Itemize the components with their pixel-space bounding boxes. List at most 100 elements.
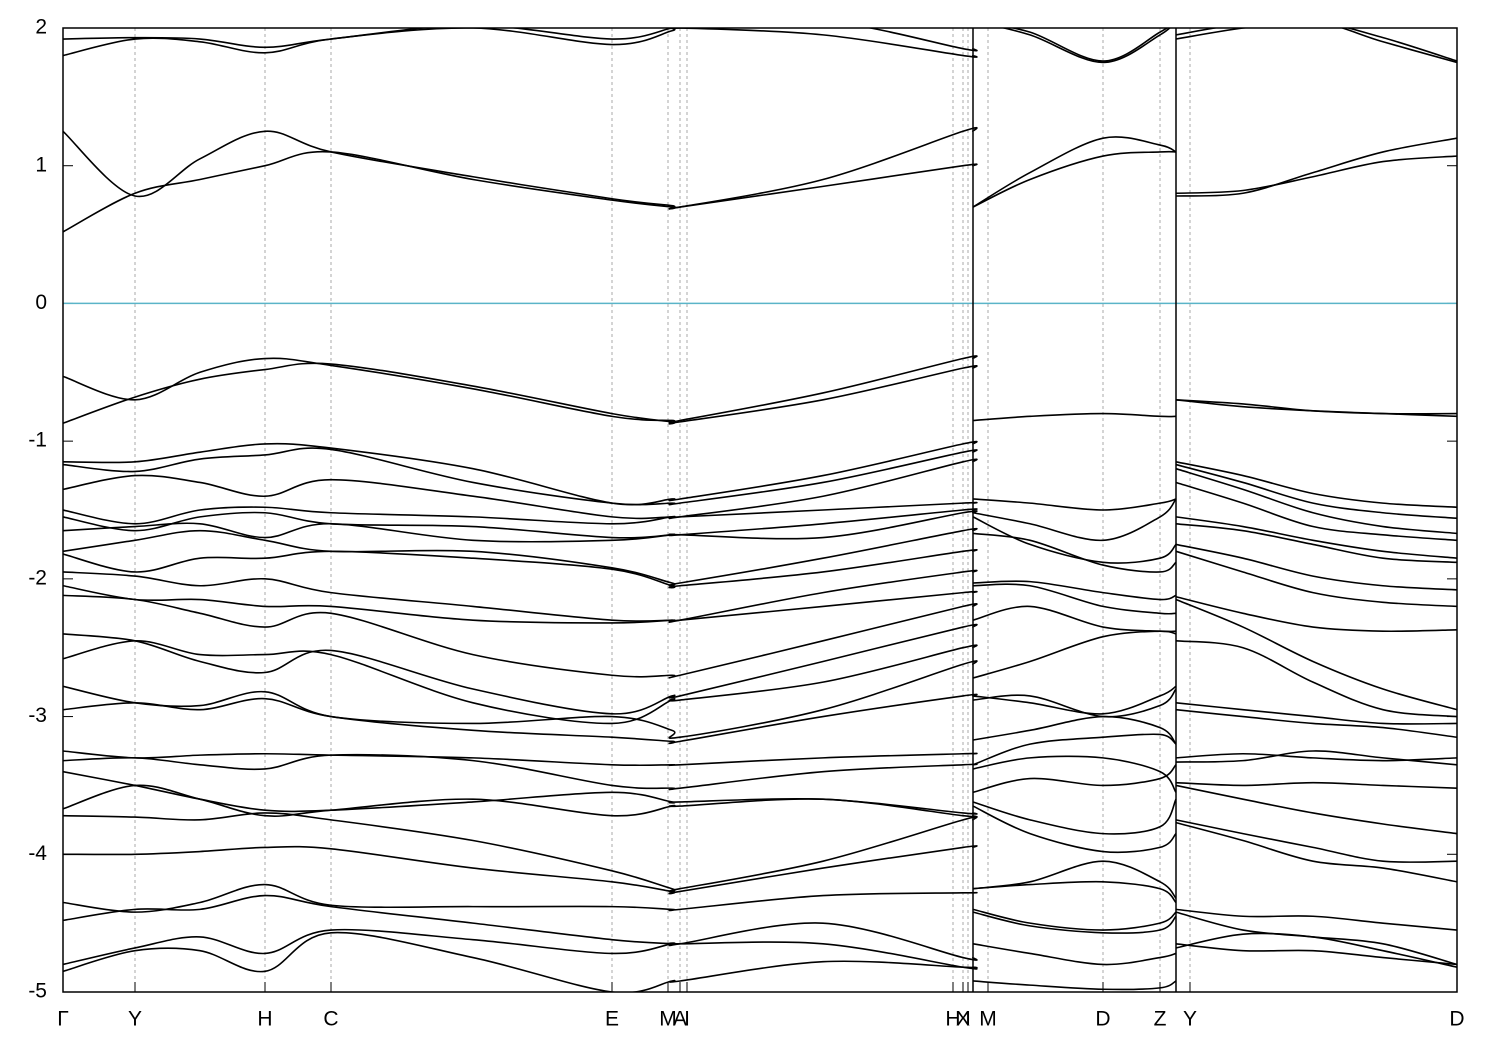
band — [1175, 461, 1457, 509]
band — [1175, 943, 1457, 966]
band — [1175, 932, 1457, 968]
band — [1175, 28, 1457, 64]
band — [1175, 784, 1457, 835]
band — [972, 715, 1177, 745]
band-layer — [63, 28, 1457, 992]
band — [1175, 28, 1457, 62]
band — [1175, 819, 1457, 863]
y-tick-label: 2 — [35, 16, 47, 39]
band — [63, 126, 978, 210]
x-tick-label: A — [673, 1008, 687, 1031]
band — [1175, 821, 1457, 883]
y-tick-label: 1 — [35, 153, 47, 176]
x-tick-label: M — [979, 1008, 997, 1031]
band — [1175, 752, 1457, 762]
band — [63, 501, 978, 525]
x-tick-label: Y — [1183, 1008, 1197, 1031]
band — [1175, 640, 1457, 718]
band — [63, 510, 978, 543]
band — [63, 584, 978, 624]
band — [972, 685, 1177, 715]
band — [63, 623, 978, 715]
band — [1175, 781, 1457, 789]
x-tick-label: D — [1449, 1008, 1464, 1031]
band — [63, 770, 978, 815]
band — [63, 928, 978, 970]
y-tick-label: -5 — [28, 980, 47, 1003]
band — [63, 355, 978, 424]
y-tick-label: -3 — [28, 704, 47, 727]
band — [972, 150, 1177, 208]
band — [1175, 481, 1457, 542]
band — [63, 931, 978, 992]
band — [63, 753, 978, 791]
x-tick-label: I — [965, 1008, 971, 1031]
x-tick-label: D — [1095, 1008, 1110, 1031]
band — [1175, 399, 1457, 418]
band — [63, 28, 978, 52]
band — [972, 755, 1177, 793]
band — [972, 798, 1177, 835]
band — [1175, 516, 1457, 559]
band — [972, 412, 1177, 422]
band — [1175, 908, 1457, 931]
band — [972, 532, 1177, 573]
band — [63, 660, 978, 739]
band — [972, 498, 1177, 542]
band — [63, 440, 978, 506]
band — [972, 580, 1177, 601]
y-tick-label: -4 — [28, 842, 47, 865]
band — [972, 805, 1177, 854]
band — [63, 640, 978, 725]
band — [1175, 543, 1457, 591]
y-tick-label: -2 — [28, 566, 47, 589]
band — [1175, 750, 1457, 766]
band — [1175, 702, 1457, 725]
band — [63, 784, 978, 818]
band — [63, 508, 978, 539]
band — [972, 630, 1177, 679]
x-tick-label: H — [945, 1008, 960, 1031]
band — [63, 594, 978, 679]
band — [972, 605, 1177, 633]
band — [1175, 463, 1457, 520]
band — [1175, 137, 1457, 197]
x-tick-label: M — [659, 1008, 677, 1031]
x-tick-label: I — [684, 1008, 690, 1031]
band — [63, 750, 978, 767]
band — [972, 136, 1177, 208]
y-tick-label: -1 — [28, 429, 47, 452]
band — [1000, 28, 1171, 64]
band — [63, 527, 978, 587]
x-tick-label: E — [605, 1008, 619, 1031]
band — [63, 693, 978, 745]
band — [972, 498, 1177, 511]
band — [972, 733, 1177, 766]
x-tick-label: Y — [128, 1008, 142, 1031]
band — [1175, 708, 1457, 739]
plot-frame — [62, 27, 1458, 993]
band — [972, 980, 1177, 991]
band — [63, 447, 978, 506]
band — [972, 860, 1177, 899]
band — [972, 943, 1177, 966]
band — [63, 549, 978, 589]
band — [1175, 550, 1457, 608]
band — [972, 908, 1177, 931]
band — [1175, 595, 1457, 633]
band — [63, 458, 978, 520]
band — [1175, 522, 1457, 564]
band — [1175, 155, 1457, 195]
band — [972, 880, 1177, 904]
band — [972, 764, 1177, 794]
x-tick-label: Γ — [57, 1008, 69, 1031]
band — [972, 583, 1177, 615]
x-tick-label: H — [257, 1008, 272, 1031]
band — [972, 688, 1177, 718]
band — [972, 911, 1177, 934]
y-tick-label: 0 — [35, 291, 47, 314]
x-tick-label: Z — [1154, 1008, 1167, 1031]
band — [63, 812, 978, 893]
